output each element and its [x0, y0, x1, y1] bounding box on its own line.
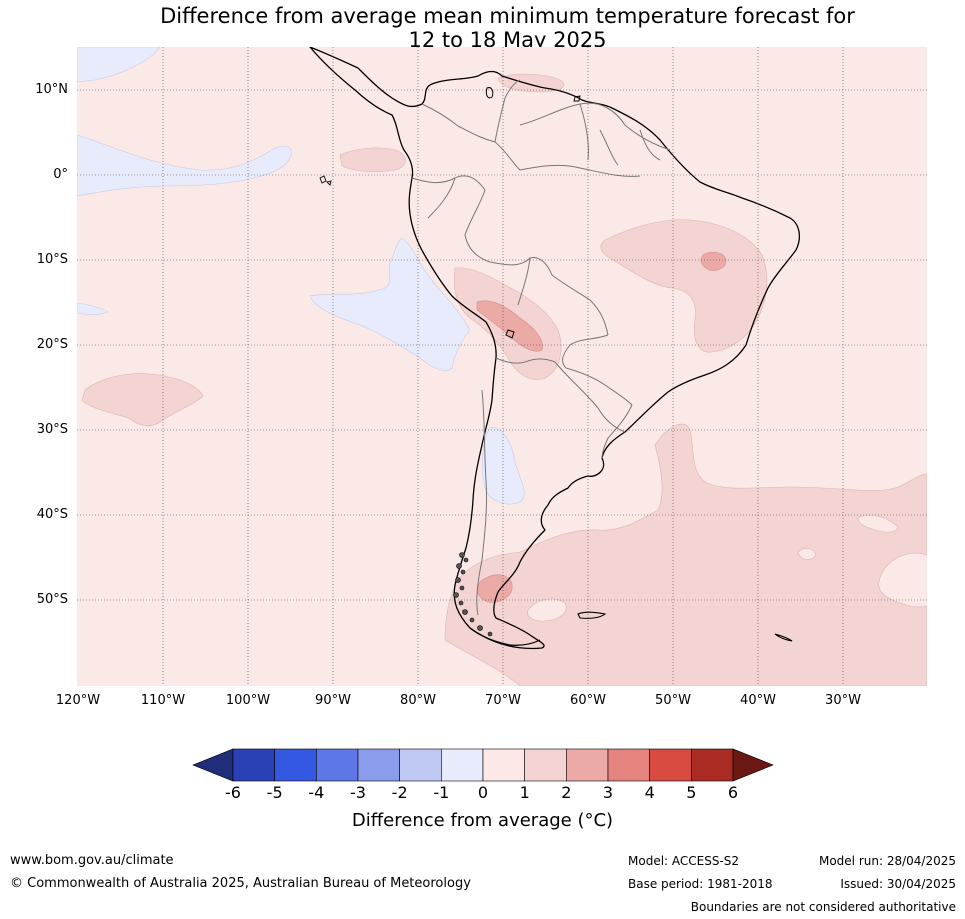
anomaly-warm-south-atlantic	[444, 423, 927, 686]
colorbar-tick-label: 0	[477, 783, 489, 802]
colorbar-tick-label: 3	[602, 783, 614, 802]
lon-label-40w: 40°W	[740, 693, 776, 708]
footer-model-run: Model run: 28/04/2025	[818, 854, 956, 868]
falkland-islands	[577, 611, 607, 619]
colorbar-tick-label: 6	[727, 783, 739, 802]
lat-label-30s: 30°S	[36, 422, 68, 437]
colorbar-tick-label: 1	[519, 783, 530, 802]
colorbar-segment	[357, 748, 400, 782]
colorbar-tick-label: 5	[686, 783, 697, 802]
lat-label-50s: 50°S	[36, 592, 68, 607]
anomaly-cool-pacific-north	[77, 47, 161, 83]
anomaly-warm-caribbean	[497, 73, 565, 93]
trinidad-island	[573, 95, 581, 102]
lon-label-120w: 120°W	[55, 693, 101, 708]
anomaly-hot-altiplano	[476, 300, 543, 352]
colorbar-segment	[274, 748, 317, 782]
south-georgia	[774, 633, 793, 642]
coastline-south-america	[309, 47, 801, 650]
footer-model: Model: ACCESS-S2	[628, 854, 740, 868]
footer-disclaimer: Boundaries are not considered authoritat…	[690, 900, 956, 914]
footer-website: www.bom.gov.au/climate	[10, 853, 174, 868]
anomaly-hole-atlantic-1	[527, 598, 567, 622]
lon-label-100w: 100°W	[225, 693, 271, 708]
footer-issued: Issued: 30/04/2025	[840, 877, 956, 891]
coastline-tierra-del-fuego	[469, 627, 541, 646]
colorbar-tick-label: -1	[433, 783, 450, 802]
lat-label-10s: 10°S	[36, 252, 68, 267]
anomaly-warm-equatorial-pacific	[339, 147, 406, 172]
footer-copyright: © Commonwealth of Australia 2025, Austra…	[10, 876, 471, 891]
colorbar-tick-label: -2	[391, 783, 408, 802]
colorbar-segment	[399, 748, 442, 782]
colorbar-segment	[232, 748, 275, 782]
colorbar-segment	[524, 748, 567, 782]
coastline-lake-maracaibo	[485, 87, 494, 99]
galapagos-islands	[319, 175, 332, 186]
lon-label-60w: 60°W	[570, 693, 606, 708]
coastline-lake-titicaca	[505, 329, 515, 339]
chile-fjords	[453, 552, 493, 637]
colorbar-tick-label: -3	[350, 783, 366, 802]
lat-label-0: 0°	[53, 167, 68, 182]
title-line-1: Difference from average mean minimum tem…	[160, 4, 855, 28]
lon-label-30w: 30°W	[825, 693, 861, 708]
lat-label-10n: 10°N	[35, 82, 68, 97]
lon-label-90w: 90°W	[315, 693, 351, 708]
colorbar-segment	[482, 748, 525, 782]
lat-label-40s: 40°S	[36, 507, 68, 522]
lon-label-110w: 110°W	[140, 693, 186, 708]
colorbar-tick-label: 2	[561, 783, 572, 802]
graticule	[77, 47, 927, 686]
colorbar	[192, 748, 774, 782]
colorbar-segment	[649, 748, 692, 782]
anomaly-cool-peru-chile	[309, 237, 471, 371]
lon-label-50w: 50°W	[655, 693, 691, 708]
colorbar-extend-low	[192, 748, 234, 782]
lat-label-20s: 20°S	[36, 337, 68, 352]
colorbar-tick-label: 4	[644, 783, 655, 802]
colorbar-segment	[316, 748, 359, 782]
lon-label-70w: 70°W	[485, 693, 521, 708]
footer-base-period: Base period: 1981-2018	[628, 877, 773, 891]
colorbar-segment	[691, 748, 734, 782]
anomaly-hole-atlantic-2	[797, 548, 817, 560]
lon-label-80w: 80°W	[400, 693, 436, 708]
colorbar-segment	[607, 748, 650, 782]
anomaly-cool-argentina	[481, 427, 525, 505]
colorbar-segment	[441, 748, 484, 782]
colorbar-tick-label: -6	[225, 783, 241, 802]
anomaly-hot-patagonia	[476, 574, 513, 603]
anomaly-warm-brazil	[600, 219, 768, 353]
colorbar-title: Difference from average (°C)	[351, 810, 614, 831]
anomaly-cool-pacific-west	[77, 302, 109, 316]
map-title: Difference from average mean minimum tem…	[0, 4, 965, 52]
anomaly-hot-brazil	[700, 251, 727, 271]
colorbar-segment	[566, 748, 609, 782]
anomaly-cool-pacific-equator	[77, 134, 292, 197]
anomaly-hole-atlantic-3	[857, 514, 898, 533]
colorbar-extend-high	[732, 748, 774, 782]
colorbar-tick-label: -4	[308, 783, 325, 802]
colorbar-tick-label: -5	[266, 783, 283, 802]
anomaly-warm-south-pacific	[81, 373, 204, 427]
